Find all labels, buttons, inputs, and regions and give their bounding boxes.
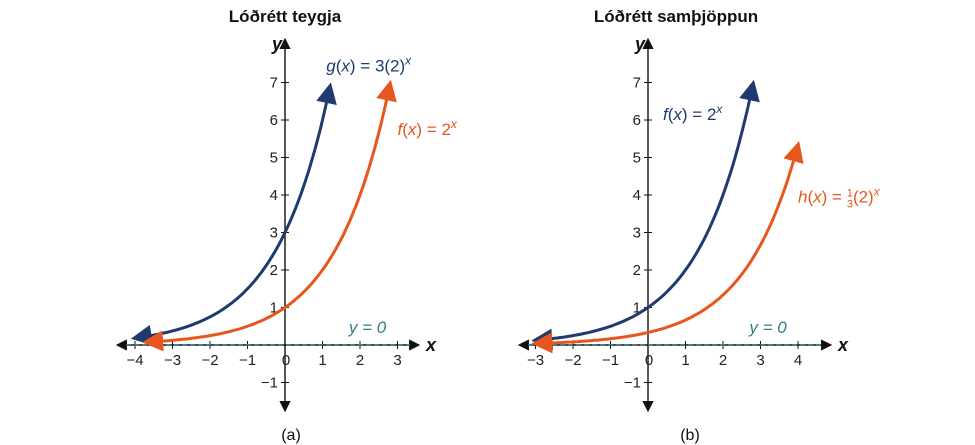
- panel-b-y-tick-label: 4: [633, 187, 641, 204]
- panel-a-x-tick-label: −3: [164, 352, 181, 369]
- panel-b-caption: (b): [680, 427, 700, 444]
- panel-b-series: y = 0 f(x) = 2x h(x) = 1 3(2)x: [528, 79, 881, 354]
- panel-a-x-tick-label: −4: [126, 352, 143, 369]
- panel-a-y-axis-label: y: [271, 34, 283, 54]
- panel-b-y-tick-label: 7: [633, 75, 641, 92]
- panel-b-label-f: f(x) = 2x: [663, 102, 723, 124]
- panel-a-y-tick-label: 3: [270, 225, 278, 242]
- panel-a-title: Lóðrétt teygja: [229, 7, 342, 26]
- panel-a-y-tick-label: 4: [270, 187, 278, 204]
- panel-b-asymptote-label: y = 0: [748, 318, 787, 337]
- panel-a-x-tick-label: −1: [239, 352, 256, 369]
- panel-b-y-tick-label: 3: [633, 225, 641, 242]
- panel-b-y-tick-label: 2: [633, 262, 641, 279]
- panel-b-y-tick-label: −1: [624, 375, 641, 392]
- panel-b-y-tick-label: 6: [633, 112, 641, 129]
- panel-a-series: y = 0 g(x) = 3(2)x f(x) = 2x: [126, 53, 458, 352]
- panel-a-x-tick-label: 1: [318, 352, 326, 369]
- panel-a-y-tick-label: −1: [261, 375, 278, 392]
- panel-b-x-tick-label: −3: [527, 352, 544, 369]
- panel-b-label-h: h(x) = 1 3(2)x: [798, 185, 881, 211]
- panel-a-label-f: f(x) = 2x: [398, 117, 458, 139]
- panel-b-curve-h: [531, 140, 804, 354]
- panel-a-y-tick-label: 6: [270, 112, 278, 129]
- panel-b-x-axis-label: x: [837, 335, 849, 355]
- panel-a-y-tick-label: 5: [270, 150, 278, 167]
- panel-b-y-axis-label: y: [634, 34, 646, 54]
- panel-b-x-tick-label: −2: [564, 352, 581, 369]
- panel-b-x-tick-label: −1: [602, 352, 619, 369]
- panel-b: Lóðrétt samþjöppun xy−3 −2 −1 1 2 3 40−1123456…: [517, 7, 881, 444]
- panel-a-asymptote-label: y = 0: [348, 318, 387, 337]
- panel-a-label-g: g(x) = 3(2)x: [326, 53, 412, 75]
- panel-a-origin-label: 0: [282, 352, 290, 369]
- panel-a-x-tick-label: 2: [356, 352, 364, 369]
- panel-b-y-tick-label: 5: [633, 150, 641, 167]
- panel-a-curve-g: [130, 82, 337, 346]
- panel-b-origin-label: 0: [645, 352, 653, 369]
- panel-a-caption: (a): [281, 427, 301, 444]
- panel-b-title: Lóðrétt samþjöppun: [594, 7, 758, 26]
- panel-b-curve-f: [531, 79, 760, 350]
- panel-b-x-tick-label: 4: [794, 352, 802, 369]
- panel-a-y-tick-label: 7: [270, 75, 278, 92]
- panel-b-x-tick-label: 1: [681, 352, 689, 369]
- panel-a-y-tick-label: 2: [270, 262, 278, 279]
- panel-a-x-axis-label: x: [425, 335, 437, 355]
- panel-b-x-tick-label: 2: [719, 352, 727, 369]
- panel-a-curve-f: [142, 79, 397, 352]
- panel-b-x-tick-label: 3: [756, 352, 764, 369]
- panel-a-x-tick-label: 3: [393, 352, 401, 369]
- panel-a-x-tick-label: −2: [201, 352, 218, 369]
